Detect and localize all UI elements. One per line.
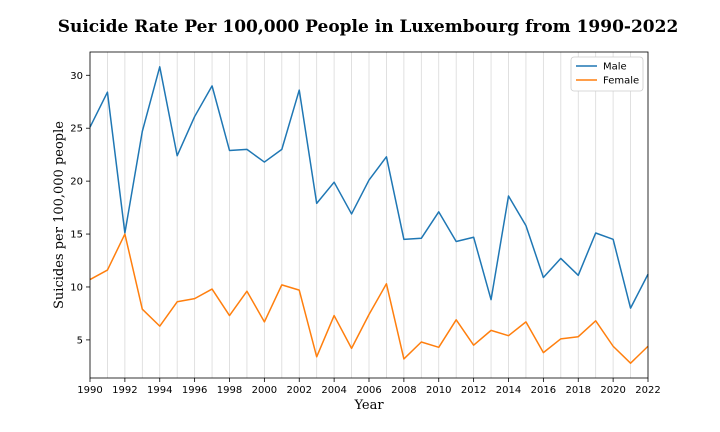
legend: Male Female (570, 56, 644, 92)
legend-female-label: Female (603, 76, 639, 87)
y-tick-label: 25 (70, 124, 83, 135)
chart-title: Suicide Rate Per 100,000 People in Luxem… (58, 17, 679, 37)
x-tick-label: 2014 (496, 385, 521, 396)
y-tick-label: 30 (70, 71, 83, 82)
x-tick-label: 2010 (426, 385, 451, 396)
x-tick-label: 2016 (531, 385, 556, 396)
x-axis-ticks: 1990 1992 1994 1996 1998 2000 2002 2004 2006 2008… (77, 378, 661, 396)
y-axis-ticks: 5 10 15 20 25 30 (70, 71, 90, 346)
gridlines (89, 52, 649, 378)
x-tick-label: 2012 (461, 385, 486, 396)
x-tick-label: 1990 (77, 385, 102, 396)
x-tick-label: 2022 (635, 385, 660, 396)
y-tick-label: 20 (70, 177, 83, 188)
x-tick-label: 1994 (147, 385, 172, 396)
y-tick-label: 15 (70, 230, 83, 241)
y-tick-label: 5 (77, 335, 83, 346)
x-tick-label: 2008 (391, 385, 416, 396)
y-axis-label: Suicides per 100,000 people (52, 121, 67, 309)
series-lines (89, 66, 649, 364)
x-tick-label: 2004 (321, 385, 346, 396)
series-line-female (89, 233, 649, 364)
series-line-male (89, 66, 649, 309)
x-tick-label: 1998 (217, 385, 242, 396)
x-tick-label: 2000 (252, 385, 277, 396)
x-axis-label: Year (353, 398, 384, 413)
x-tick-label: 1992 (112, 385, 137, 396)
y-tick-label: 10 (70, 282, 83, 293)
x-tick-label: 2006 (356, 385, 381, 396)
x-tick-label: 1996 (182, 385, 207, 396)
x-tick-label: 2020 (600, 385, 625, 396)
x-tick-label: 2002 (287, 385, 312, 396)
legend-male-label: Male (603, 62, 627, 73)
x-tick-label: 2018 (566, 385, 591, 396)
